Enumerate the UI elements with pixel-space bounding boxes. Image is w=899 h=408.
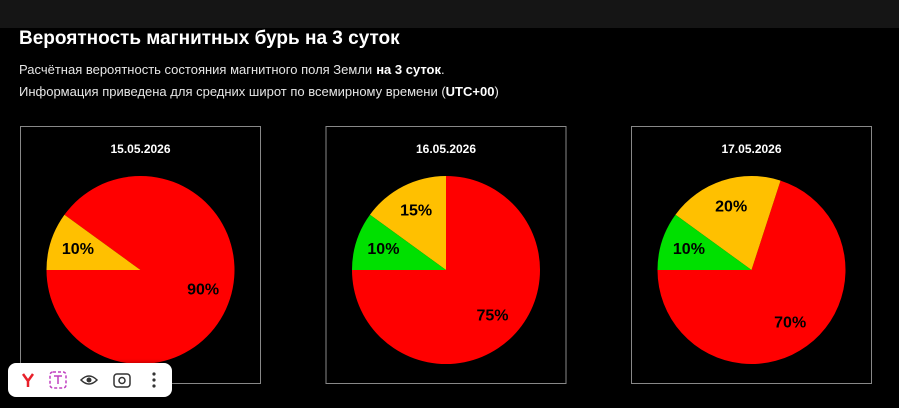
text: Расчётная вероятность состояния магнитно…: [19, 62, 373, 77]
translate-glyph: [54, 375, 62, 384]
pie-slice: [657, 214, 752, 270]
slice-label: 10%: [673, 241, 705, 258]
eye-pupil: [86, 377, 92, 383]
text-bold: на 3 суток: [376, 62, 441, 77]
menu-dot[interactable]: [152, 372, 156, 376]
text-bold: UTC+00: [445, 84, 495, 99]
slice-label: 10%: [367, 241, 399, 258]
subtitle-line: Расчётная вероятность состояния магнитно…: [19, 62, 445, 77]
yandex-icon[interactable]: [21, 373, 35, 387]
chart-frame: [325, 126, 567, 384]
lens: [118, 376, 126, 385]
text: Информация приведена для средних широт п…: [19, 84, 446, 99]
menu-dot: [152, 384, 156, 388]
chart-title: 17.05.2026: [721, 142, 781, 156]
menu-dot: [152, 378, 156, 382]
page-title: Вероятность магнитных бурь на 3 суток: [19, 28, 400, 49]
text: .: [440, 62, 445, 77]
top-bar: [0, 0, 899, 28]
screenshot-icon[interactable]: [113, 373, 131, 388]
toolbar-icons: [21, 371, 156, 389]
slice-label: 75%: [477, 308, 509, 325]
browser-toolbar: [8, 363, 172, 397]
pie-slice: [369, 176, 446, 270]
pie-slice: [352, 214, 446, 270]
slice-label: 10%: [62, 241, 94, 258]
chart-title: 16.05.2026: [416, 142, 476, 156]
slice-label: 70%: [774, 314, 806, 331]
pie-slice: [675, 175, 781, 270]
text: ): [494, 84, 499, 99]
subtitle-line: Информация приведена для средних широт п…: [19, 84, 499, 99]
pie-slice: [657, 180, 846, 364]
translate-icon[interactable]: [49, 371, 67, 389]
slice-label: 15%: [400, 203, 432, 220]
pie-slice: [46, 214, 141, 270]
chart-title: 15.05.2026: [110, 142, 170, 156]
slice-label: 20%: [715, 199, 747, 216]
eye-icon[interactable]: [79, 375, 99, 385]
slice-label: 90%: [187, 282, 219, 299]
chart-frame: [631, 126, 872, 384]
